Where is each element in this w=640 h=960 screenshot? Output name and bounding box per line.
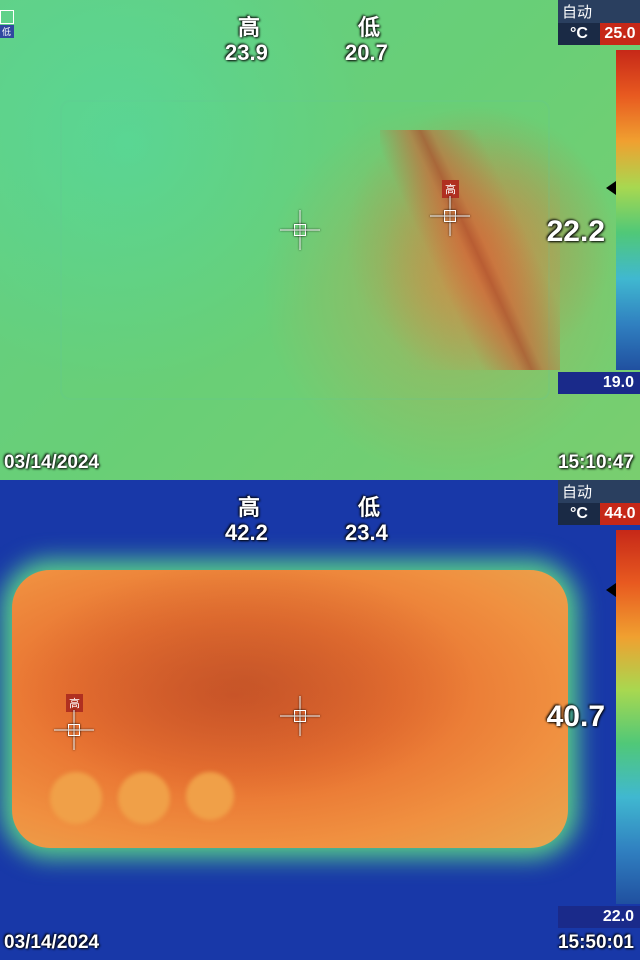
low-value: 20.7 [345, 40, 388, 66]
hot-marker: 高 [442, 180, 482, 238]
scale-arrow-indicator [606, 181, 616, 195]
time-text: 15:10:47 [558, 452, 634, 474]
color-scale: 自动 °C 44.0 [558, 480, 640, 525]
scale-min: 22.0 [558, 906, 640, 928]
low-value: 23.4 [345, 520, 388, 546]
hot-marker: 高 [66, 694, 106, 752]
high-value: 42.2 [225, 520, 268, 546]
date-text: 03/14/2024 [4, 452, 99, 474]
gradient-bar [616, 530, 640, 904]
high-label: 高 [238, 10, 260, 42]
scale-max: 25.0 [600, 23, 640, 45]
scale-auto-label: 自动 [558, 480, 640, 503]
date-text: 03/14/2024 [4, 932, 99, 954]
scale-unit: °C [558, 503, 600, 525]
hot-marker-label: 高 [442, 180, 459, 198]
low-label: 低 [358, 10, 380, 42]
color-scale: 自动 °C 25.0 [558, 0, 640, 45]
high-label: 高 [238, 490, 260, 522]
scale-unit: °C [558, 23, 600, 45]
cold-corner-marker: 低 [0, 10, 14, 38]
scale-max: 44.0 [600, 503, 640, 525]
scale-min: 19.0 [558, 372, 640, 394]
high-value: 23.9 [225, 40, 268, 66]
scale-auto-label: 自动 [558, 0, 640, 23]
thermal-panel-bottom: 高 低 42.2 23.4 自动 °C 44.0 22.0 40.7 高 03/… [0, 480, 640, 960]
camera-lens [50, 772, 102, 824]
time-text: 15:50:01 [558, 932, 634, 954]
scale-arrow-indicator [606, 583, 616, 597]
thermal-panel-top: 低 高 低 23.9 20.7 自动 °C 25.0 19.0 22.2 高 0… [0, 0, 640, 480]
camera-lens [118, 772, 170, 824]
center-reading: 22.2 [547, 215, 605, 249]
gradient-bar [616, 50, 640, 370]
center-reading: 40.7 [547, 700, 605, 734]
low-label: 低 [358, 490, 380, 522]
camera-lens [186, 772, 234, 820]
hot-marker-label: 高 [66, 694, 83, 712]
thermal-image-top [0, 0, 640, 480]
